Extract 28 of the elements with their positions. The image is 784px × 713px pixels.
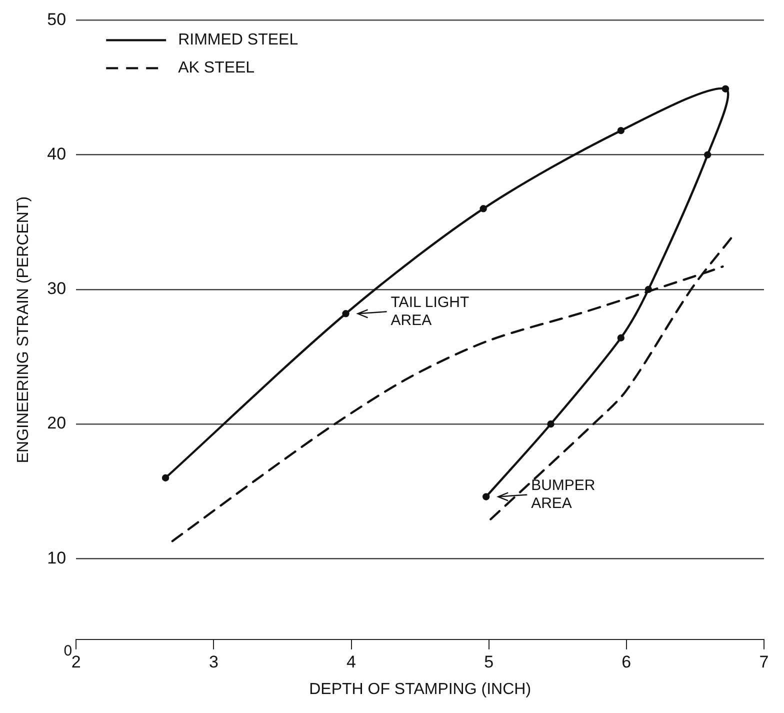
- x-axis-title: DEPTH OF STAMPING (INCH): [309, 680, 532, 698]
- point: [342, 310, 350, 318]
- annotation: TAIL LIGHT AREA: [390, 294, 470, 329]
- y-tick-label: 40: [47, 144, 66, 164]
- y-tick-label: 20: [47, 414, 66, 433]
- y-tick-label: 30: [47, 279, 66, 298]
- point: [617, 334, 625, 342]
- y-axis-title: ENGINEERING STRAIN (PERCENT): [15, 196, 32, 464]
- point: [480, 205, 487, 212]
- point: [547, 420, 554, 428]
- point: [482, 493, 490, 500]
- point: [617, 126, 625, 134]
- point: [704, 151, 712, 158]
- point: [162, 474, 170, 482]
- legend-label: AK STEEL: [178, 60, 255, 77]
- y-tick-label: 10: [47, 548, 66, 568]
- x-tick-label: 3: [208, 652, 218, 672]
- annotation: BUMPER AREA: [531, 476, 596, 512]
- text: 0: [64, 642, 72, 660]
- legend-label: RIMMED STEEL: [178, 32, 298, 49]
- point: [644, 286, 652, 294]
- x-tick-label: 4: [346, 652, 356, 672]
- y-tick-label: 50: [47, 10, 66, 29]
- x-tick-label: 6: [622, 652, 632, 672]
- x-tick-label: 2: [71, 652, 81, 672]
- x-tick-label: 5: [484, 652, 494, 672]
- point: [722, 85, 730, 92]
- x-tick-label: 7: [759, 652, 769, 672]
